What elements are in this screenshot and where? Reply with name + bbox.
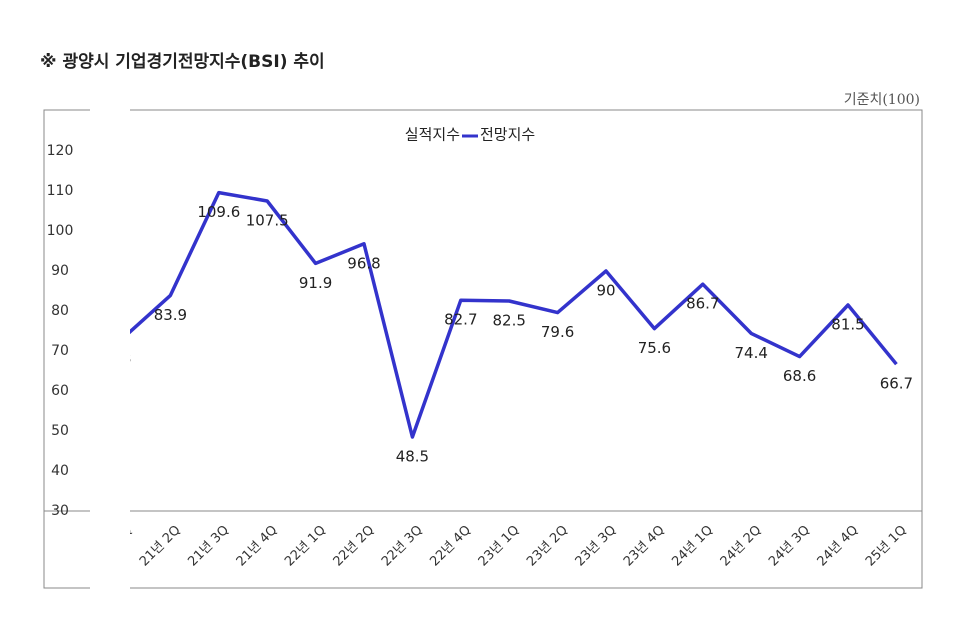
subtitle: 기준치(100) xyxy=(844,92,920,108)
x-tick-label: 24년 2Q xyxy=(718,523,765,570)
x-tick-label: 23년 1Q xyxy=(476,523,523,570)
value-label: 82.7 xyxy=(444,311,477,329)
value-label: 96.8 xyxy=(347,254,380,272)
value-label: 68.6 xyxy=(783,367,816,385)
value-label: 75.6 xyxy=(638,339,671,357)
occluder xyxy=(90,100,130,590)
y-tick-label: 120 xyxy=(47,143,74,159)
x-tick-label: 23년 3Q xyxy=(573,523,620,570)
value-label: 90 xyxy=(596,282,615,300)
y-tick-label: 30 xyxy=(51,503,69,519)
y-tick-label: 90 xyxy=(51,263,69,279)
x-tick-label: 23년 2Q xyxy=(524,523,571,570)
legend-label: 전망지수 xyxy=(480,126,535,144)
x-tick-label: 23년 4Q xyxy=(621,523,668,570)
value-label: 107.5 xyxy=(246,212,289,230)
x-tick-label: 25년 1Q xyxy=(863,523,910,570)
value-label: 82.5 xyxy=(492,312,525,330)
x-tick-label: 22년 2Q xyxy=(331,523,378,570)
value-label: 91.9 xyxy=(299,274,332,292)
chart-title: ※ 광양시 기업경기전망지수(BSI) 추이 xyxy=(40,52,325,72)
y-tick-label: 50 xyxy=(51,423,69,439)
x-tick-label: 24년 3Q xyxy=(766,523,813,570)
series-line xyxy=(120,190,898,439)
x-tick-label: 24년 4Q xyxy=(815,523,862,570)
y-tick-label: 100 xyxy=(47,223,74,239)
y-tick-label: 60 xyxy=(51,383,69,399)
x-tick-label: 22년 3Q xyxy=(379,523,426,570)
x-tick-label: 21년 3Q xyxy=(185,523,232,570)
y-tick-label: 70 xyxy=(51,343,69,359)
value-label: 86.7 xyxy=(686,295,719,313)
legend-label: 실적지수 xyxy=(405,126,460,144)
y-tick-label: 110 xyxy=(47,183,74,199)
value-label: 83.9 xyxy=(154,306,187,324)
x-tick-label: 24년 1Q xyxy=(669,523,716,570)
x-tick-label: 21년 4Q xyxy=(234,523,281,570)
value-label: 109.6 xyxy=(197,203,240,221)
x-tick-label: 21년 2Q xyxy=(137,523,184,570)
value-label: 48.5 xyxy=(396,448,429,466)
plot-frame xyxy=(43,109,923,589)
x-tick-label: 22년 4Q xyxy=(427,523,474,570)
x-tick-label: 22년 1Q xyxy=(282,523,329,570)
value-label: 74.4 xyxy=(734,344,767,362)
value-label: 66.7 xyxy=(880,375,913,393)
value-label: 81.5 xyxy=(831,316,864,334)
y-tick-label: 80 xyxy=(51,303,69,319)
value-label: 79.6 xyxy=(541,323,574,341)
y-tick-label: 40 xyxy=(51,463,69,479)
